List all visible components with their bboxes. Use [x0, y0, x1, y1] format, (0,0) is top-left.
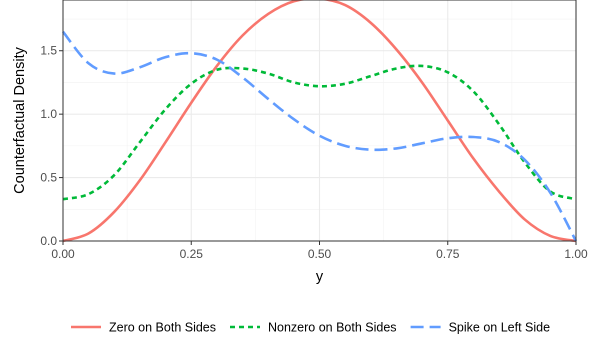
legend-item-2: Nonzero on Both Sides	[230, 321, 397, 335]
y-axis: 0.0 0.5 1.0 1.5	[40, 44, 63, 248]
series-line-3	[61, 30, 578, 242]
y-tick-label: 0.0	[40, 234, 57, 248]
legend-label: Zero on Both Sides	[109, 321, 216, 335]
x-tick-label: 0.75	[436, 247, 460, 261]
x-axis: 0.00 0.25 0.50 0.75 1.00	[51, 241, 588, 261]
x-tick-label: 1.00	[564, 247, 588, 261]
legend-item-1: Zero on Both Sides	[71, 321, 216, 335]
x-axis-title: y	[316, 269, 324, 285]
x-tick-label: 0.25	[180, 247, 204, 261]
y-tick-label: 1.5	[40, 44, 57, 58]
series-line-1	[62, 0, 577, 243]
y-tick-label: 0.5	[40, 171, 57, 185]
legend: Zero on Both Sides Nonzero on Both Sides S…	[71, 321, 550, 335]
legend-label: Nonzero on Both Sides	[268, 321, 397, 335]
x-tick-label: 0.50	[308, 247, 332, 261]
legend-label: Spike on Left Side	[449, 321, 551, 335]
y-axis-title: Counterfactual Density	[12, 46, 28, 193]
legend-item-3: Spike on Left Side	[410, 321, 551, 335]
x-tick-label: 0.00	[51, 247, 75, 261]
series-lines	[61, 0, 578, 243]
series-line-2	[62, 64, 577, 201]
y-tick-label: 1.0	[40, 107, 57, 121]
